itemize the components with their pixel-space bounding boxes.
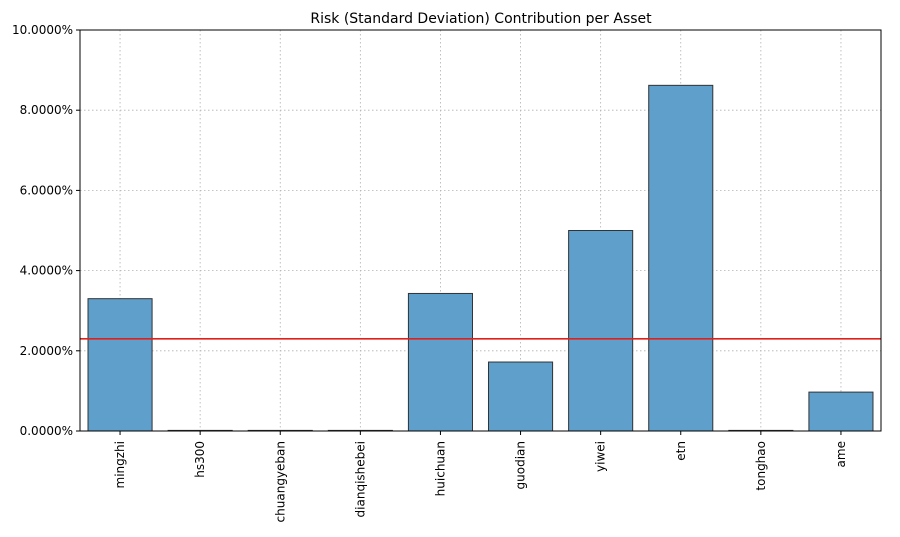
x-tick-label: mingzhi xyxy=(113,441,127,488)
x-tick-label: guodian xyxy=(514,441,528,489)
y-tick-label: 8.0000% xyxy=(20,103,73,117)
bars xyxy=(87,84,874,432)
x-tick-label: etn xyxy=(674,441,688,461)
x-tick-label: hs300 xyxy=(193,441,207,478)
y-tick-label: 10.0000% xyxy=(12,23,73,37)
plot-frame xyxy=(79,29,882,432)
bar-mingzhi xyxy=(87,298,153,432)
x-axis: mingzhi hs300 chuangyeban dianqishebei huich… xyxy=(113,431,848,522)
y-tick-label: 6.0000% xyxy=(20,183,73,197)
x-tick-label: ame xyxy=(834,441,848,467)
bar-ame xyxy=(808,391,874,432)
bar-etn xyxy=(648,84,714,432)
chart-title: Risk (Standard Deviation) Contribution p… xyxy=(310,11,652,27)
x-tick-label: tonghao xyxy=(754,441,768,491)
y-tick-label: 2.0000% xyxy=(20,344,73,358)
y-tick-label: 0.0000% xyxy=(20,424,73,438)
x-tick-label: dianqishebei xyxy=(353,441,367,517)
y-tick-label: 4.0000% xyxy=(20,264,73,278)
x-tick-label: yiwei xyxy=(594,441,608,472)
bar-huichuan xyxy=(407,292,473,432)
bar-yiwei xyxy=(568,230,634,432)
y-axis: 0.0000% 2.0000% 4.0000% 6.0000% 8.0000% 10.00… xyxy=(12,23,80,438)
x-tick-label: chuangyeban xyxy=(273,441,287,522)
bar-guodian xyxy=(488,361,554,432)
x-tick-label: huichuan xyxy=(433,441,447,496)
